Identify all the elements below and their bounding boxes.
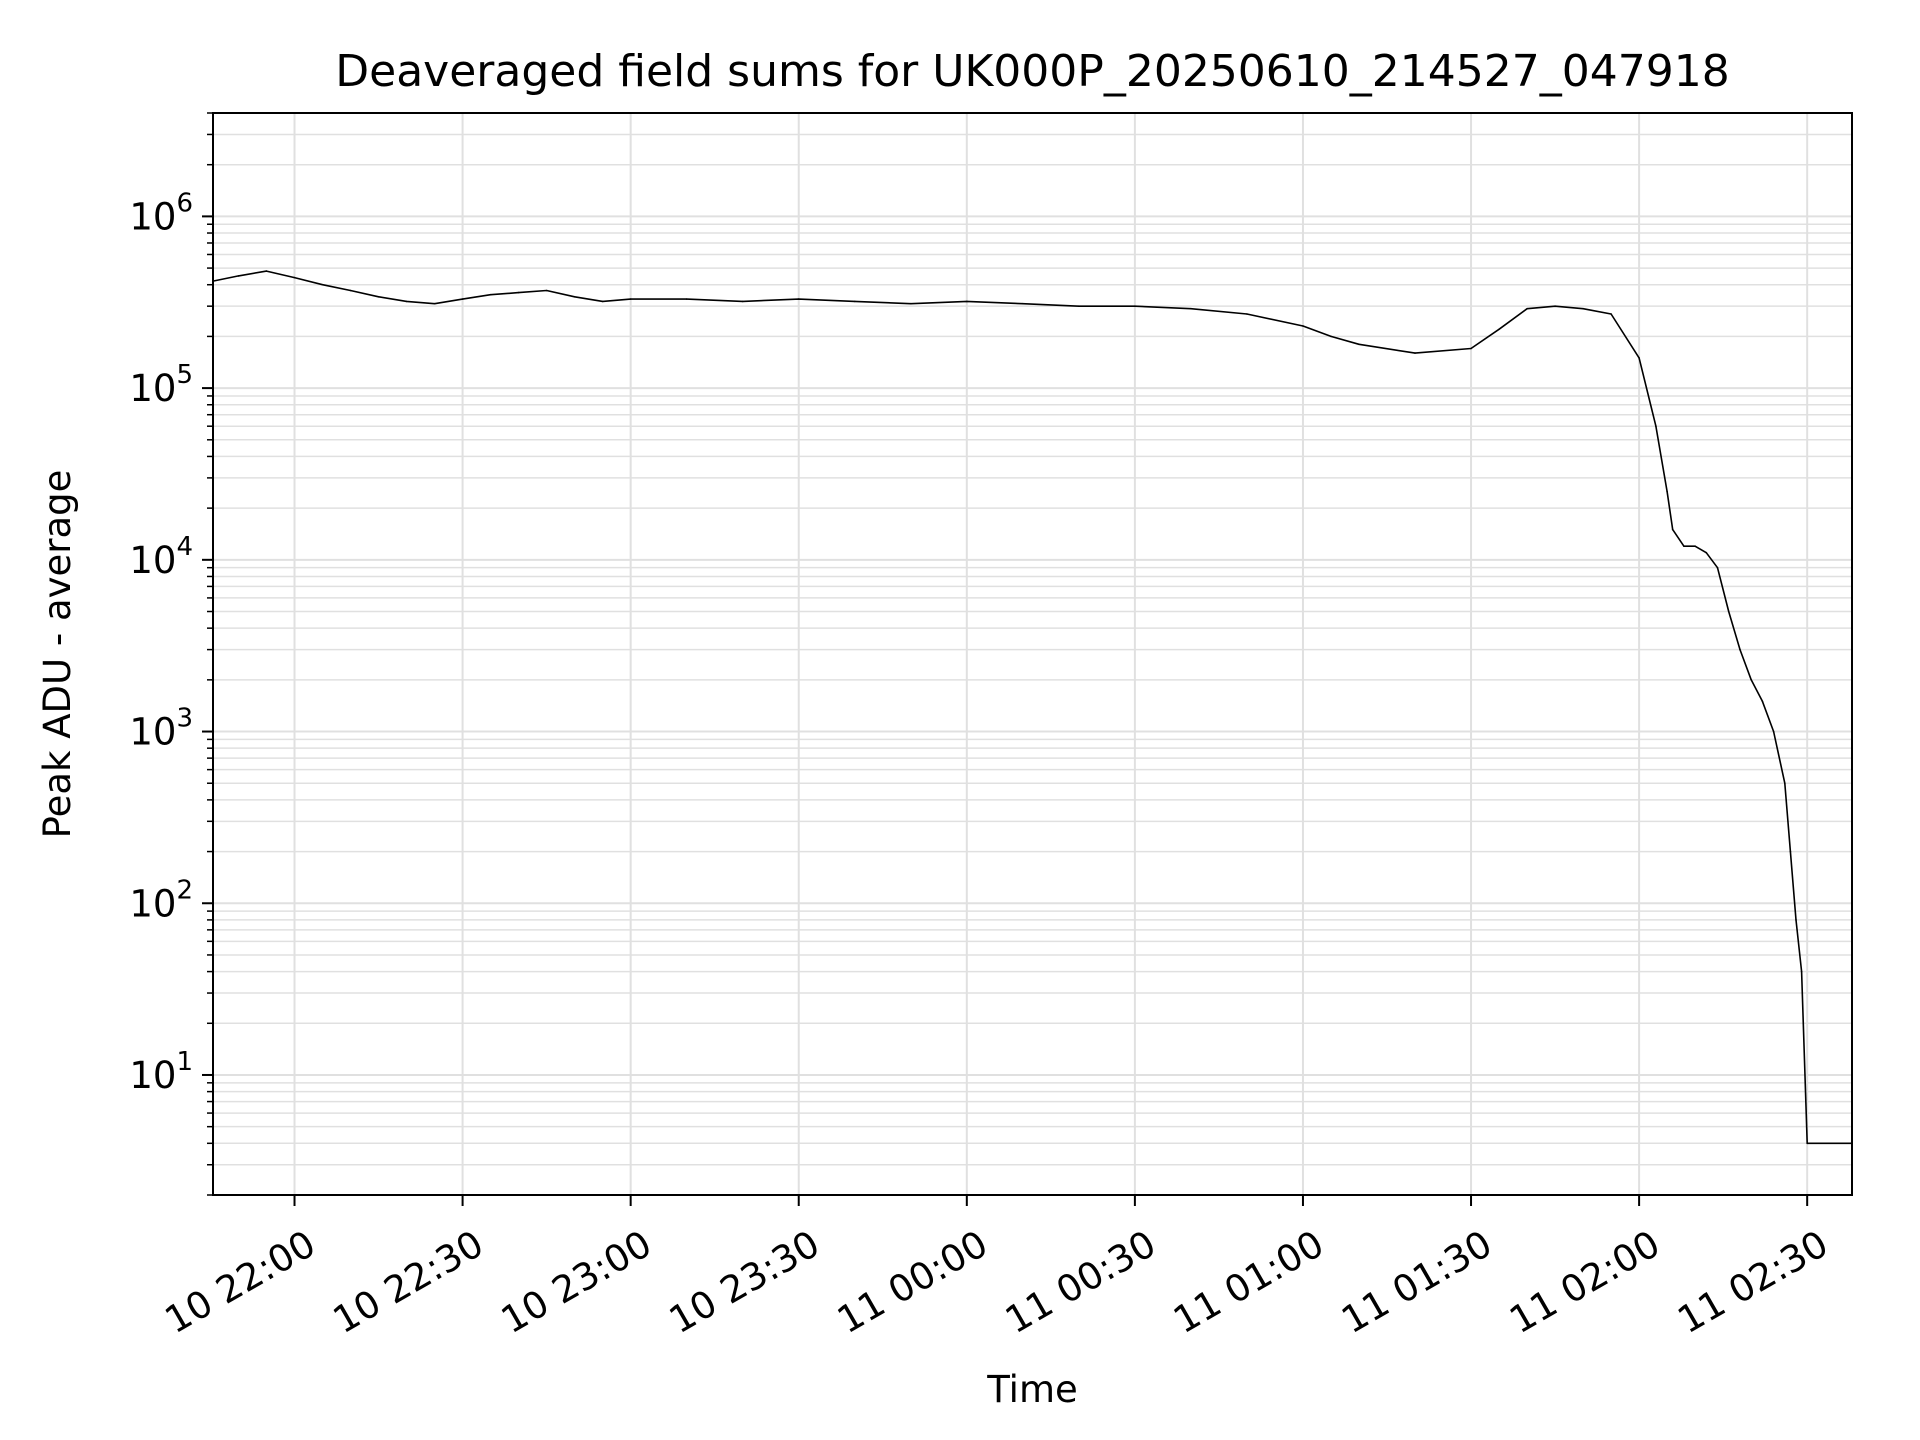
data-point (1554, 305, 1556, 308)
data-point (461, 298, 464, 300)
data-point (405, 300, 408, 303)
data-point (1739, 648, 1741, 651)
grid (213, 112, 1852, 1196)
data-point (1246, 313, 1248, 315)
data-point (685, 298, 688, 300)
data-point (1795, 919, 1797, 921)
y-tick-label: 103 (129, 704, 193, 754)
y-tick-label: 106 (129, 188, 193, 238)
data-point (265, 270, 268, 272)
data-point (1671, 528, 1674, 531)
data-point (1683, 545, 1685, 547)
data-point (433, 302, 436, 305)
data-point (1582, 307, 1584, 310)
data-point (1526, 307, 1528, 310)
y-tick-label: 104 (129, 532, 193, 582)
data-point (349, 289, 352, 292)
data-point (1716, 566, 1719, 569)
data-point (1772, 730, 1775, 733)
data-point (1302, 325, 1304, 327)
data-point (966, 300, 968, 303)
data-point (741, 300, 744, 303)
data-point (1655, 425, 1657, 428)
data-point (237, 275, 240, 277)
data-point (489, 293, 492, 296)
data-point (1414, 352, 1416, 354)
data-point (517, 291, 520, 294)
data-point (1134, 305, 1136, 308)
y-tick-label: 105 (129, 360, 193, 410)
data-point (573, 296, 576, 298)
data-point (1190, 307, 1192, 310)
data-point (1784, 782, 1786, 784)
data-point (910, 302, 912, 305)
data-point (1727, 610, 1730, 613)
y-tick-label: 101 (129, 1047, 193, 1097)
data-point (1330, 335, 1332, 338)
data-point (1358, 343, 1360, 346)
series-line (212, 270, 1852, 1145)
data-point (321, 283, 324, 286)
data-point (1806, 1142, 1808, 1145)
data-point (1705, 551, 1708, 554)
y-tick-label: 102 (129, 875, 193, 925)
data-point (1800, 970, 1803, 973)
x-axis-label: Time (986, 1368, 1078, 1411)
data-point (1638, 357, 1640, 359)
data-point (293, 276, 296, 279)
data-point (377, 296, 380, 298)
y-axis-label: Peak ADU - average (36, 470, 79, 839)
data-point (1789, 850, 1792, 853)
data-point (1761, 700, 1764, 703)
data-point (545, 289, 548, 292)
plot-area (212, 270, 1853, 1145)
data-point (1022, 302, 1024, 305)
data-point (1078, 305, 1080, 308)
data-point (1470, 347, 1472, 350)
chart-title: Deaveraged field sums for UK000P_2025061… (335, 46, 1729, 97)
data-point (1610, 313, 1612, 315)
data-point (1666, 490, 1668, 493)
data-point (854, 300, 856, 303)
data-point (601, 300, 604, 303)
data-point (1694, 545, 1696, 547)
data-point (797, 298, 800, 300)
data-point (629, 298, 632, 300)
plot-frame (212, 112, 1853, 1196)
data-point (1750, 679, 1752, 681)
data-point (1498, 328, 1500, 331)
